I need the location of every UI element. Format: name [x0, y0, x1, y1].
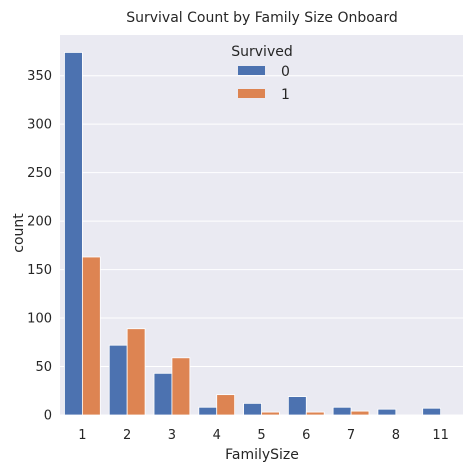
y-tick-label: 100: [27, 312, 52, 327]
x-axis-label: FamilySize: [225, 447, 299, 463]
y-tick-label: 200: [27, 215, 52, 230]
x-tick-label: 11: [432, 428, 449, 443]
legend-title: Survived: [231, 44, 292, 60]
legend-label-0: 0: [281, 64, 290, 80]
bar-survived-1-familysize-3: [171, 357, 191, 416]
bar-survived-1-familysize-2: [126, 328, 146, 416]
bar-survived-1-familysize-7: [350, 410, 370, 416]
bar-survived-0-familysize-3: [153, 372, 173, 416]
bar-survived-0-familysize-7: [332, 406, 352, 416]
x-tick-labels: 1 2 3 4 5 6 7 8 11: [78, 428, 449, 443]
bar-survived-0-familysize-11: [422, 407, 442, 416]
y-tick-label: 300: [27, 118, 52, 133]
legend-swatch-1: [238, 89, 265, 98]
bar-survived-1-familysize-5: [261, 411, 280, 416]
bar-survived-0-familysize-4: [198, 406, 218, 416]
y-tick-label: 150: [27, 263, 52, 278]
bar-survived-0-familysize-2: [108, 344, 128, 416]
x-tick-label: 8: [392, 428, 400, 443]
x-tick-label: 1: [78, 428, 86, 443]
x-tick-label: 3: [168, 428, 176, 443]
x-tick-label: 2: [123, 428, 131, 443]
bar-survived-0-familysize-5: [243, 402, 262, 416]
x-tick-label: 7: [347, 428, 355, 443]
bar-survived-0-familysize-6: [287, 396, 307, 416]
y-tick-labels: 0 50 100 150 200 250 300 350: [27, 69, 52, 423]
bar-survived-0-familysize-8: [377, 408, 397, 416]
bar-survived-1-familysize-6: [305, 411, 325, 416]
y-axis-label: count: [11, 213, 27, 253]
x-tick-label: 6: [302, 428, 310, 443]
legend-label-1: 1: [281, 87, 290, 103]
legend-swatch-0: [238, 66, 265, 75]
y-tick-label: 50: [35, 360, 52, 375]
bar-survived-0-familysize-1: [64, 52, 83, 416]
y-tick-label: 0: [44, 409, 52, 424]
y-tick-label: 250: [27, 166, 52, 181]
bar-survived-1-familysize-1: [81, 256, 101, 416]
x-tick-label: 5: [257, 428, 265, 443]
chart-title: Survival Count by Family Size Onboard: [126, 10, 398, 26]
x-tick-label: 4: [213, 428, 221, 443]
bar-survived-1-familysize-4: [216, 394, 236, 416]
bars: [64, 52, 442, 416]
y-tick-label: 350: [27, 69, 52, 84]
legend: Survived 0 1: [231, 44, 292, 103]
